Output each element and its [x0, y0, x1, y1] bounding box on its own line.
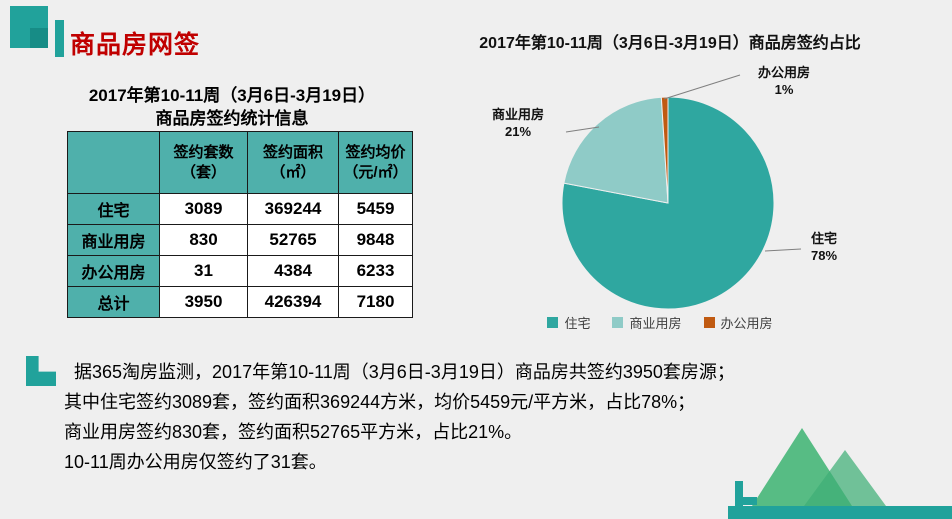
legend-swatch-icon — [703, 317, 715, 328]
pie-slice-2 — [660, 96, 669, 204]
summary-line: 商业用房签约830套，签约面积52765平方米，占比21%。 — [64, 422, 523, 442]
legend-label: 住宅 — [564, 316, 591, 331]
legend-swatch-icon — [547, 317, 559, 328]
row-label: 办公用房 — [67, 255, 160, 287]
legend-label: 商业用房 — [629, 316, 682, 331]
pie-label-business: 商业用房 21% — [491, 107, 544, 139]
table-cell: 369244 — [247, 193, 339, 225]
table-cell: 52765 — [247, 224, 339, 256]
summary-line: 据365淘房监测，2017年第10-11周（3月6日-3月19日）商品房共签约3… — [64, 362, 735, 382]
title-square-small-icon — [30, 28, 48, 48]
table-header-cell: 签约套数 （套） — [159, 131, 248, 194]
table-row: 住宅 3089 369244 5459 — [67, 193, 413, 225]
table-title: 2017年第10-11周（3月6日-3月19日） 商品房签约统计信息 — [56, 84, 408, 130]
table-cell: 9848 — [338, 224, 413, 256]
table-cell: 3089 — [159, 193, 248, 225]
table-cell: 5459 — [338, 193, 413, 225]
row-label: 总计 — [67, 286, 160, 318]
leader-line-business — [565, 126, 600, 133]
mountain-right-icon — [804, 450, 886, 506]
mountains-decoration — [752, 428, 886, 506]
title-bar-icon — [55, 20, 64, 57]
table-header-cell: 签约面积 （㎡） — [247, 131, 339, 194]
table-header-cell: 签约均价 （元/㎡） — [338, 131, 413, 194]
bottom-bar-decoration — [728, 506, 952, 519]
summary-line: 10-11周办公用房仅签约了31套。 — [64, 452, 327, 472]
pie-chart — [561, 74, 802, 310]
quote-icon — [26, 356, 56, 386]
pie-label-office: 办公用房 1% — [757, 65, 810, 97]
table-cell: 4384 — [247, 255, 339, 287]
leader-line-residential — [764, 248, 802, 252]
table-cell: 7180 — [338, 286, 413, 318]
legend-swatch-icon — [612, 317, 624, 328]
summary-line: 其中住宅签约3089套，签约面积369244方米，均价5459元/平方米，占比7… — [64, 392, 696, 412]
table-body: 住宅 3089 369244 5459 商业用房 830 52765 9848 办公用房 31 43… — [67, 193, 413, 318]
legend-label: 办公用房 — [720, 316, 773, 331]
table-header-row: 签约套数 （套） 签约面积 （㎡） 签约均价 （元/㎡） — [67, 131, 413, 194]
pie-label-residential: 住宅 78% — [810, 231, 838, 263]
row-label: 住宅 — [67, 193, 160, 225]
table-row: 办公用房 31 4384 6233 — [67, 255, 413, 287]
table-cell: 6233 — [338, 255, 413, 287]
corner-bracket-icon — [735, 497, 757, 505]
table-title-line1: 2017年第10-11周（3月6日-3月19日） — [88, 86, 376, 105]
legend-item: 商业用房 — [612, 313, 682, 332]
legend-item: 住宅 — [547, 313, 590, 332]
row-label: 商业用房 — [67, 224, 160, 256]
summary-text: 据365淘房监测，2017年第10-11周（3月6日-3月19日）商品房共签约3… — [64, 357, 909, 477]
table-cell: 830 — [159, 224, 248, 256]
table-cell: 31 — [159, 255, 248, 287]
leader-line-office — [663, 74, 741, 100]
table-row: 总计 3950 426394 7180 — [67, 286, 413, 318]
chart-title: 2017年第10-11周（3月6日-3月19日）商品房签约占比 — [479, 35, 861, 52]
table-title-line2: 商品房签约统计信息 — [155, 109, 309, 128]
table-cell: 3950 — [159, 286, 248, 318]
table-row: 商业用房 830 52765 9848 — [67, 224, 413, 256]
page-title: 商品房网签 — [70, 31, 201, 59]
pie-slice-1 — [563, 96, 669, 204]
stats-table: 签约套数 （套） 签约面积 （㎡） 签约均价 （元/㎡） 住宅 3089 369244 5… — [67, 131, 413, 318]
chart-legend: 住宅 商业用房 办公用房 — [440, 313, 880, 332]
table-cell: 426394 — [247, 286, 339, 318]
corner-bracket-icon — [735, 481, 743, 506]
table-corner-cell — [67, 131, 160, 194]
legend-item: 办公用房 — [703, 313, 773, 332]
